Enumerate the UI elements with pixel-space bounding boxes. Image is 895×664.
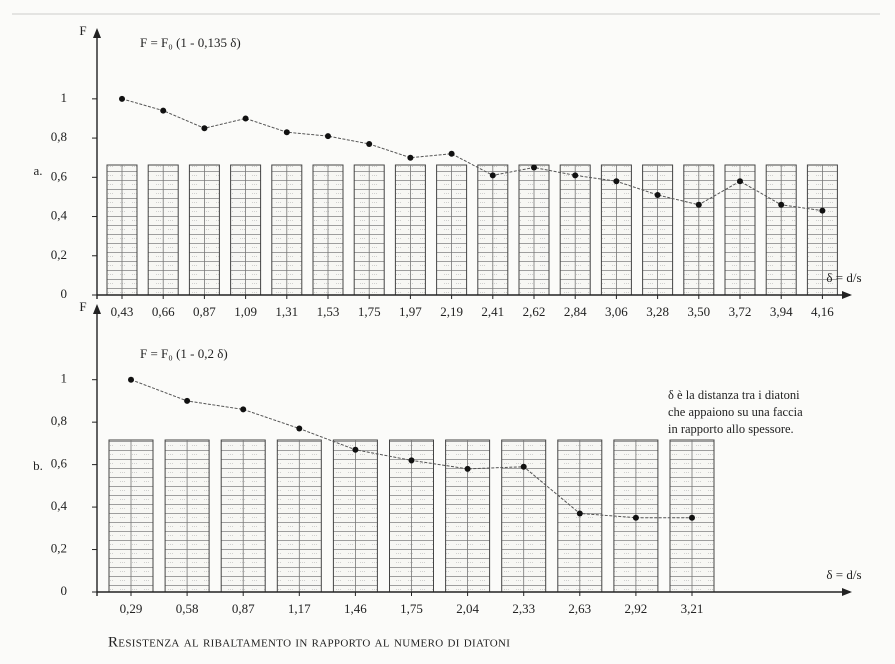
data-point	[366, 141, 372, 147]
x-tick-label: 0,58	[176, 601, 199, 616]
data-point	[577, 510, 583, 516]
x-tick-label: 1,53	[317, 304, 340, 319]
data-point	[409, 457, 415, 463]
y-tick-label: 1	[61, 371, 68, 386]
annotation: δ è la distanza tra i diatoni	[668, 388, 800, 402]
data-point	[778, 202, 784, 208]
data-point	[655, 192, 661, 198]
x-tick-label: 2,04	[456, 601, 479, 616]
data-point	[696, 202, 702, 208]
data-point	[201, 125, 207, 131]
x-tick-label: 2,63	[568, 601, 591, 616]
x-tick-label: 0,87	[232, 601, 255, 616]
x-tick-label: 3,21	[681, 601, 704, 616]
formula: F = F₀ (1 - 0,2 δ)	[140, 346, 228, 361]
data-point	[531, 165, 537, 171]
x-tick-label: 4,16	[811, 304, 834, 319]
data-point	[465, 466, 471, 472]
x-tick-label: 0,87	[193, 304, 216, 319]
x-tick-label: 2,41	[481, 304, 504, 319]
data-point	[243, 115, 249, 121]
x-tick-label: 3,72	[729, 304, 752, 319]
y-tick-label: 0	[61, 286, 68, 301]
x-tick-label: 1,17	[288, 601, 311, 616]
x-axis-label: δ = d/s	[826, 270, 861, 285]
data-point	[284, 129, 290, 135]
y-axis-label: F	[79, 23, 86, 38]
x-tick-label: 1,75	[400, 601, 423, 616]
y-tick-label: 0,8	[51, 413, 67, 428]
data-point	[449, 151, 455, 157]
y-tick-label: 0,2	[51, 541, 67, 556]
x-tick-label: 2,84	[564, 304, 587, 319]
y-tick-label: 0,2	[51, 247, 67, 262]
x-tick-label: 1,75	[358, 304, 381, 319]
x-axis-label: δ = d/s	[826, 567, 861, 582]
data-point	[633, 515, 639, 521]
data-point	[613, 178, 619, 184]
data-point	[119, 96, 125, 102]
x-tick-label: 3,50	[687, 304, 710, 319]
figure: Resistenza al ribaltamento in rapporto a…	[0, 0, 895, 664]
data-point	[407, 155, 413, 161]
data-point	[352, 447, 358, 453]
panel-label: a.	[33, 163, 42, 178]
y-axis-label: F	[79, 299, 86, 314]
data-point	[521, 464, 527, 470]
y-tick-label: 0,4	[51, 498, 68, 513]
figure-title: Resistenza al ribaltamento in rapporto a…	[108, 634, 510, 650]
y-tick-label: 1	[61, 90, 68, 105]
data-point	[296, 426, 302, 432]
x-tick-label: 2,19	[440, 304, 463, 319]
y-tick-label: 0,6	[51, 168, 68, 183]
x-tick-label: 1,31	[275, 304, 298, 319]
x-tick-label: 0,43	[111, 304, 134, 319]
x-tick-label: 3,06	[605, 304, 628, 319]
data-point	[572, 172, 578, 178]
x-tick-label: 3,28	[646, 304, 669, 319]
annotation: in rapporto allo spessore.	[668, 422, 794, 436]
data-point	[240, 406, 246, 412]
x-tick-label: 3,94	[770, 304, 793, 319]
panel-label: b.	[33, 458, 43, 473]
x-tick-label: 0,66	[152, 304, 175, 319]
x-tick-label: 2,92	[625, 601, 648, 616]
annotation: che appaiono su una faccia	[668, 405, 803, 419]
x-tick-label: 1,09	[234, 304, 257, 319]
y-tick-label: 0	[61, 583, 68, 598]
data-point	[160, 108, 166, 114]
data-point	[128, 377, 134, 383]
y-tick-label: 0,6	[51, 456, 68, 471]
y-tick-label: 0,4	[51, 208, 68, 223]
data-point	[490, 172, 496, 178]
data-point	[737, 178, 743, 184]
x-tick-label: 1,97	[399, 304, 422, 319]
data-point	[184, 398, 190, 404]
data-point	[819, 208, 825, 214]
formula: F = F₀ (1 - 0,135 δ)	[140, 35, 241, 50]
x-tick-label: 2,62	[523, 304, 546, 319]
data-point	[689, 515, 695, 521]
x-tick-label: 2,33	[512, 601, 535, 616]
y-tick-label: 0,8	[51, 129, 67, 144]
x-tick-label: 0,29	[120, 601, 143, 616]
data-point	[325, 133, 331, 139]
x-tick-label: 1,46	[344, 601, 367, 616]
